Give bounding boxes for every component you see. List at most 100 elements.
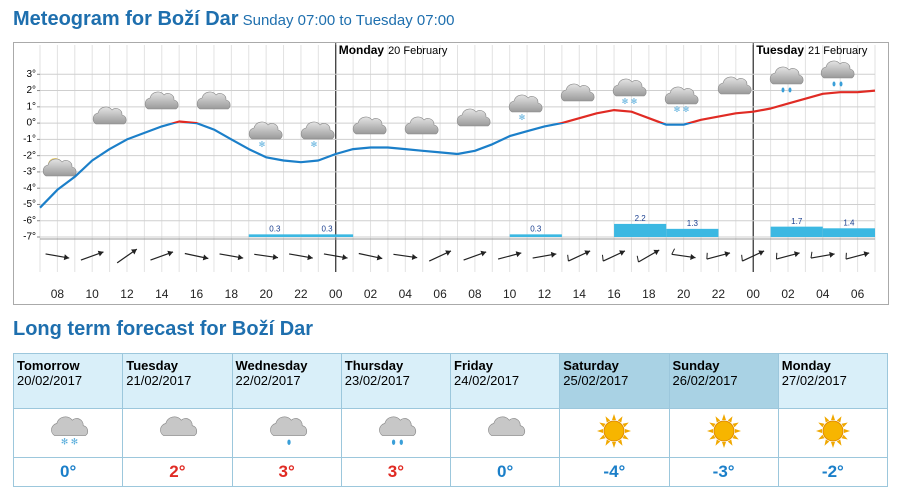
barb (810, 251, 813, 259)
cloud (92, 106, 127, 125)
day-cell: Tomorrow 20/02/2017 (12, 353, 124, 409)
icon-cell (559, 408, 670, 458)
day-date: 22/02/2017 (235, 373, 301, 388)
y-tick-label: -1° (23, 134, 36, 145)
ray (841, 434, 848, 439)
icon-cell: ✻ ✻ (12, 408, 124, 458)
temperature-line (39, 89, 876, 209)
ray (818, 422, 825, 427)
precip-label: 1.3 (687, 219, 699, 228)
drop (286, 438, 291, 445)
temp-row: 0° 2° 3° 3° 0° -4° -3° -2° (12, 457, 889, 487)
head (794, 251, 800, 258)
forecast-icon (160, 416, 198, 436)
weather-icon (42, 158, 77, 177)
ray (727, 415, 733, 422)
ray (818, 434, 825, 439)
ray (715, 439, 720, 446)
wind-arrow (775, 251, 800, 260)
sun-disc (713, 420, 735, 441)
head (758, 250, 765, 256)
ray (836, 439, 842, 446)
ray (841, 422, 848, 427)
y-tick-label: 1° (26, 101, 36, 112)
barb (741, 254, 743, 262)
drop (399, 438, 403, 445)
sun (597, 413, 632, 448)
barb (706, 252, 708, 260)
head (97, 250, 104, 257)
weather-icon (769, 66, 804, 93)
weather-icon (456, 108, 491, 127)
day-date: 24/02/2017 (454, 373, 520, 388)
title: Meteogram for Boží Dar (13, 8, 239, 30)
wind-arrow (358, 252, 383, 261)
x-tick-label: 06 (851, 287, 865, 301)
ray (824, 415, 830, 422)
y-tick-label: -5° (23, 199, 36, 210)
weather-icon: ✻ ✻ (664, 86, 699, 114)
wind-arrow (219, 253, 244, 261)
weather-icon (196, 91, 231, 110)
ray (843, 428, 850, 433)
head (411, 254, 418, 260)
ray (622, 434, 630, 439)
wind-arrow (428, 250, 452, 262)
x-tick-label: 20 (677, 287, 691, 301)
cloud-icon: ✻ ✻ (51, 416, 89, 446)
x-tick-label: 18 (225, 287, 239, 301)
snow: ✻ (683, 105, 690, 114)
meteogram: 3° 2° 1° 0° -1° -2° -3° -4° -5° -6° -7° 08 10 12 14 16 1… (13, 42, 889, 305)
temp-cell: 2° (122, 457, 233, 487)
barb (671, 248, 676, 255)
cloud-icon (488, 416, 526, 436)
barb (636, 255, 639, 263)
head (619, 250, 625, 256)
precip-label: 0.3 (321, 224, 333, 233)
temp-cell: 0° (12, 457, 124, 487)
day-name: Monday (339, 43, 385, 57)
snow: ✻ (61, 436, 68, 446)
forecast-icon (815, 413, 850, 448)
head (237, 254, 244, 261)
snow: ✻ (71, 436, 78, 446)
day-date: 27/02/2017 (781, 373, 847, 388)
icon-cell (668, 408, 779, 458)
ray (622, 422, 630, 427)
snow: ✻ (259, 140, 266, 149)
ray (708, 434, 716, 439)
y-tick-label: -2° (23, 150, 36, 161)
day-cell: Monday 27/02/2017 (777, 353, 889, 409)
x-tick-label: 04 (816, 287, 830, 301)
weather-icon (144, 91, 179, 110)
drop (832, 81, 836, 87)
day-date: 21/02/2017 (126, 373, 192, 388)
day-cell: Friday 24/02/2017 (449, 353, 561, 409)
cloud (456, 108, 491, 127)
y-tick-label: -6° (23, 215, 36, 226)
head (550, 251, 557, 258)
cloud (300, 121, 335, 140)
cloud (560, 83, 595, 102)
ray (732, 422, 739, 427)
y-tick-label: -7° (23, 232, 36, 243)
barb (845, 252, 847, 260)
day-date: 25/02/2017 (563, 373, 629, 388)
cloud (42, 158, 77, 177)
ray (815, 428, 822, 433)
ray (612, 441, 617, 448)
barb (567, 254, 569, 262)
head (63, 254, 70, 261)
day-name: Thursday (344, 358, 404, 373)
day-cell: Saturday 25/02/2017 (559, 353, 670, 409)
ray (618, 415, 623, 422)
wind-arrow (741, 250, 765, 262)
weather-icon (820, 60, 855, 87)
day-date: 20/02/2017 (17, 373, 83, 388)
snow: ✻ (311, 140, 318, 149)
x-tick-label: 02 (781, 287, 795, 301)
temp-cell: -2° (777, 457, 889, 487)
head (307, 254, 313, 261)
precip-bar (822, 228, 875, 237)
precip-label: 1.4 (843, 218, 855, 227)
